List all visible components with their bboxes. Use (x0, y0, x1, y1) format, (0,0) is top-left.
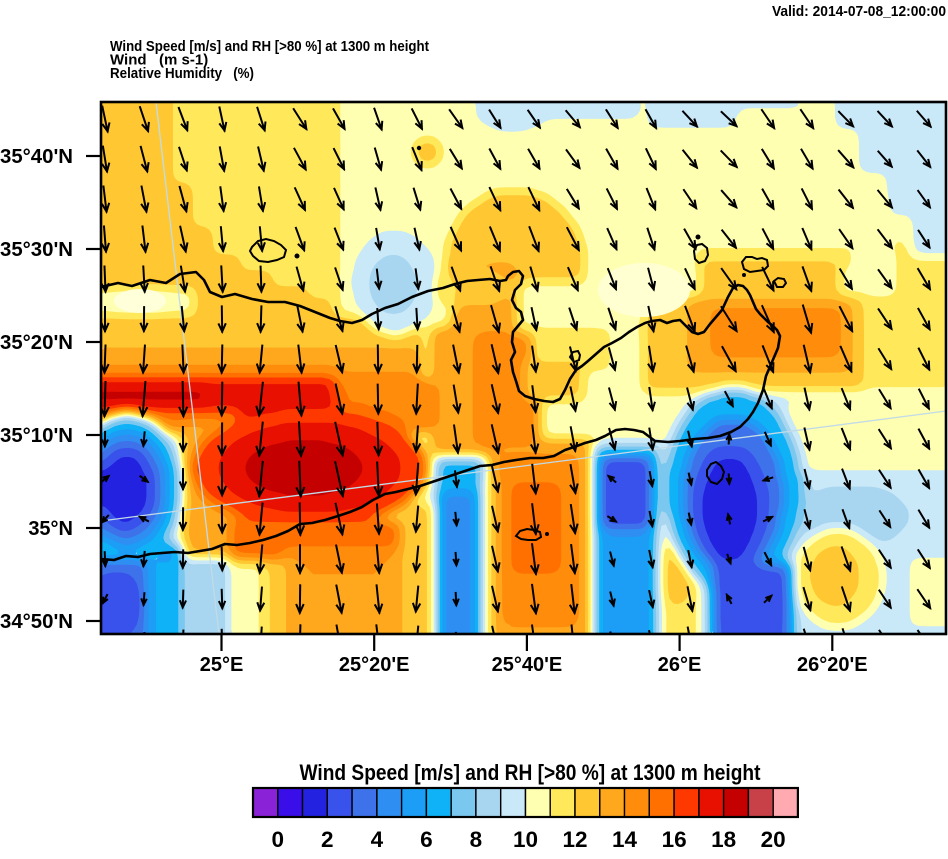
svg-text:25°E: 25°E (200, 654, 244, 676)
svg-text:12: 12 (562, 827, 587, 852)
svg-text:35°30'N: 35°30'N (0, 239, 73, 261)
svg-text:14: 14 (612, 827, 638, 852)
svg-text:34°50'N: 34°50'N (0, 611, 73, 633)
svg-text:26°E: 26°E (658, 654, 702, 676)
svg-text:20: 20 (761, 827, 786, 852)
svg-text:18: 18 (711, 827, 736, 852)
svg-text:16: 16 (662, 827, 687, 852)
svg-text:Wind (m s-1): Wind (m s-1) (110, 52, 208, 69)
svg-text:10: 10 (513, 827, 538, 852)
svg-text:Valid: 2014-07-08_12:00:00: Valid: 2014-07-08_12:00:00 (772, 3, 946, 20)
svg-text:35°10'N: 35°10'N (0, 425, 73, 447)
svg-text:8: 8 (470, 827, 483, 852)
svg-text:25°20'E: 25°20'E (339, 654, 410, 676)
svg-text:0: 0 (272, 827, 285, 852)
svg-text:Relative Humidity (%): Relative Humidity (%) (110, 65, 254, 82)
svg-text:26°20'E: 26°20'E (797, 654, 868, 676)
svg-text:6: 6 (420, 827, 433, 852)
svg-text:35°40'N: 35°40'N (0, 146, 73, 168)
svg-text:4: 4 (371, 827, 384, 852)
svg-text:35°20'N: 35°20'N (0, 332, 73, 354)
svg-text:35°N: 35°N (28, 518, 73, 540)
svg-text:2: 2 (321, 827, 334, 852)
svg-text:Wind Speed [m/s] and RH [>80 %: Wind Speed [m/s] and RH [>80 %] at 1300 … (110, 38, 429, 55)
svg-text:25°40'E: 25°40'E (492, 654, 563, 676)
svg-text:Wind Speed [m/s] and RH [>80 %: Wind Speed [m/s] and RH [>80 %] at 1300 … (300, 760, 762, 785)
